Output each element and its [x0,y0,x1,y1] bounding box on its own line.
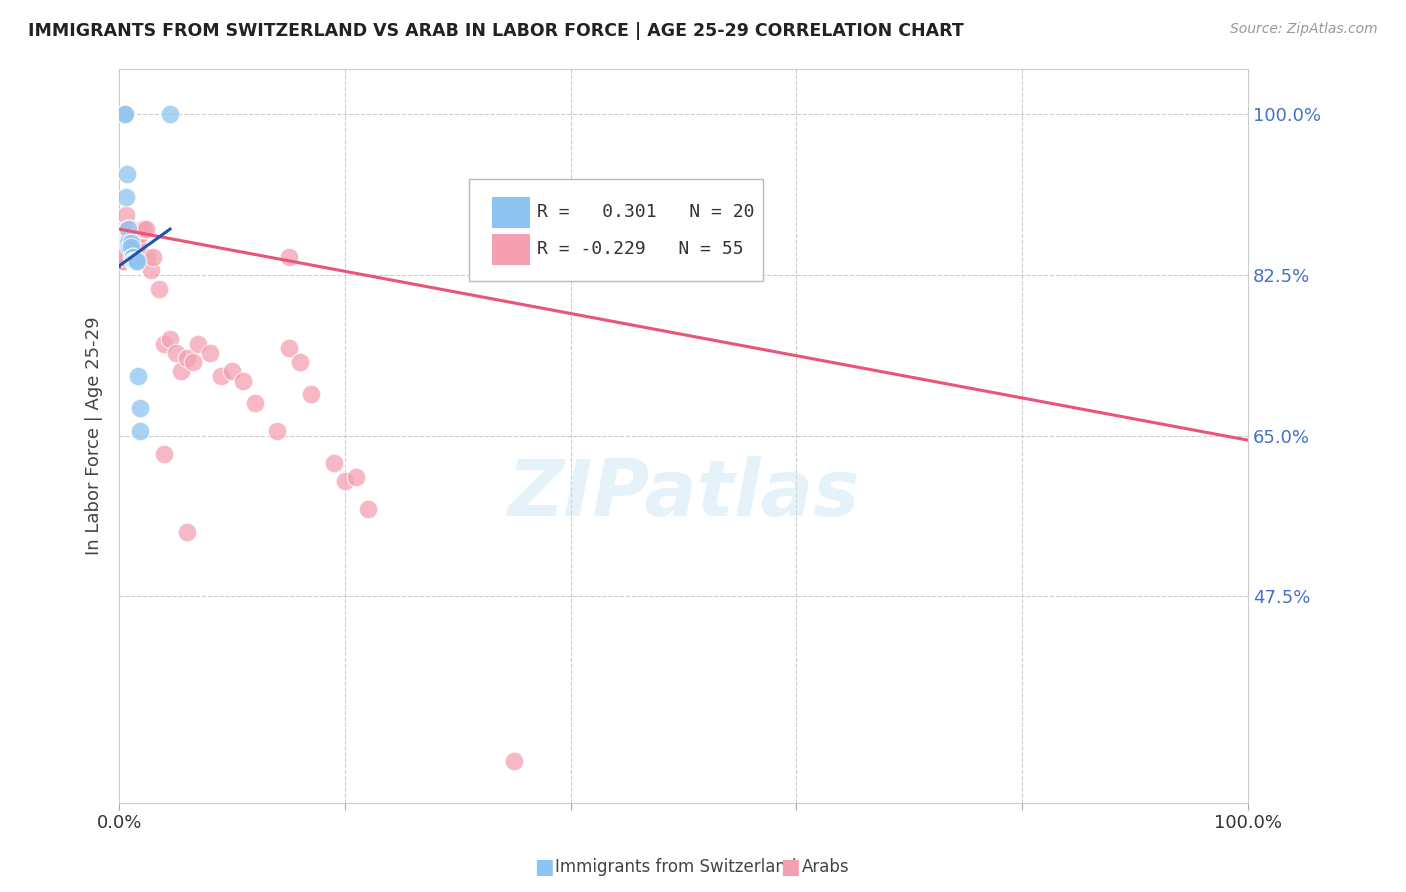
Point [277,342,299,356]
FancyBboxPatch shape [492,234,530,265]
Point [176,351,198,365]
Point [121,254,143,268]
Point [122,231,145,245]
Y-axis label: In Labor Force | Age 25-29: In Labor Force | Age 25-29 [86,317,103,555]
Point [125,235,148,250]
Point [277,250,299,264]
Point [170,364,193,378]
Point [117,222,139,236]
Point [125,254,148,268]
Point [148,282,170,296]
Point [124,235,146,250]
Text: R =   0.301   N = 20: R = 0.301 N = 20 [537,203,755,221]
Point [115,167,138,181]
Point [128,227,150,241]
Point [132,222,155,236]
Point [266,424,288,438]
Point [176,524,198,539]
Point [159,107,181,121]
Text: IMMIGRANTS FROM SWITZERLAND VS ARAB IN LABOR FORCE | AGE 25-29 CORRELATION CHART: IMMIGRANTS FROM SWITZERLAND VS ARAB IN L… [28,22,965,40]
Point [139,263,162,277]
Point [159,332,181,346]
Text: ZIPatlas: ZIPatlas [508,457,859,533]
Point [115,190,138,204]
Text: R = -0.229   N = 55: R = -0.229 N = 55 [537,240,744,258]
Point [153,447,176,461]
Point [114,222,136,236]
Point [112,107,135,121]
Point [131,222,153,236]
Text: ■: ■ [534,857,554,877]
Text: Arabs: Arabs [801,858,849,876]
Text: Immigrants from Switzerland: Immigrants from Switzerland [555,858,797,876]
Point [127,254,149,268]
Point [121,250,143,264]
Point [121,250,143,264]
Point [243,396,266,410]
Point [111,250,134,264]
FancyBboxPatch shape [492,197,530,227]
Point [503,754,526,768]
Point [165,346,187,360]
Point [356,502,378,516]
Point [121,235,143,250]
Point [111,254,134,268]
Point [232,374,254,388]
Point [122,235,145,250]
Point [117,235,139,250]
Point [118,235,141,250]
Point [115,208,138,222]
Point [299,387,322,401]
Point [117,222,139,236]
Point [111,254,134,268]
Text: ■: ■ [780,857,800,877]
FancyBboxPatch shape [470,178,762,281]
Point [288,355,311,369]
Point [344,470,367,484]
Point [120,240,142,254]
Point [124,254,146,268]
Point [118,231,141,245]
Point [198,346,221,360]
Point [115,231,138,245]
Point [120,235,142,250]
Point [121,227,143,241]
Point [221,364,243,378]
Point [120,231,142,245]
Point [181,355,204,369]
Point [209,368,232,383]
Point [115,222,138,236]
Point [121,231,143,245]
Point [136,250,159,264]
Point [117,231,139,245]
Point [187,336,209,351]
Point [135,222,157,236]
Point [114,107,136,121]
Point [128,401,150,415]
Point [120,222,142,236]
Point [153,336,176,351]
Point [122,254,145,268]
Point [322,456,344,470]
Point [118,240,141,254]
Point [142,250,165,264]
Point [127,235,149,250]
Point [128,424,150,438]
Point [333,475,356,489]
Point [121,235,143,250]
Point [127,368,149,383]
Text: Source: ZipAtlas.com: Source: ZipAtlas.com [1230,22,1378,37]
Point [112,222,135,236]
